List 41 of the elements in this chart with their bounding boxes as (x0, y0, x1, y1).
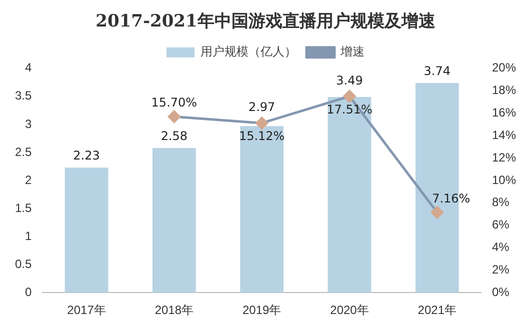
y2-tick-label: 14% (492, 128, 516, 142)
data-label: 2.23 (73, 148, 100, 163)
data-label: 7.16% (432, 191, 470, 206)
y2-tick-label: 2% (492, 262, 510, 276)
y-tick-label: 0 (24, 284, 32, 299)
x-tick-label: 2019年 (242, 303, 282, 318)
y2-tick-label: 0% (492, 284, 510, 299)
y-tick-label: 2.5 (14, 144, 32, 159)
y2-tick-label: 6% (492, 218, 510, 232)
y-tick-label: 2 (24, 172, 32, 187)
y2-tick-label: 20% (492, 60, 516, 75)
y2-tick-label: 12% (492, 150, 516, 164)
bar (328, 96, 372, 293)
x-tick-label: 2018年 (154, 303, 194, 318)
data-label: 17.51% (326, 102, 372, 116)
y-tick-label: 1.5 (14, 200, 32, 215)
y2-tick-label: 10% (492, 172, 516, 187)
data-label: 3.74 (424, 64, 451, 78)
x-tick-label: 2021年 (418, 303, 457, 318)
data-label: 2.58 (160, 129, 188, 144)
y2-tick-label: 18% (492, 83, 516, 98)
bar (152, 148, 196, 293)
chart-title: 2017-2021年中国游戏直播用户规模及增速 (96, 12, 436, 32)
y-tick-label: 4 (24, 60, 32, 75)
legend-label: 增速 (340, 44, 364, 59)
y2-tick-label: 4% (492, 240, 510, 254)
data-label: 15.12% (238, 129, 285, 144)
y-tick-label: 1 (24, 228, 32, 243)
y-tick-label: 0.5 (14, 256, 32, 271)
legend-label: 用户规模（亿人） (200, 44, 296, 59)
data-label: 3.49 (336, 73, 363, 88)
data-label: 2.97 (248, 100, 276, 114)
y-tick-label: 3 (24, 116, 32, 131)
x-tick-label: 2020年 (330, 303, 369, 318)
x-tick-label: 2017年 (67, 303, 106, 318)
y2-tick-label: 16% (492, 106, 516, 120)
y-tick-label: 3.5 (14, 88, 32, 103)
data-label: 15.70% (151, 96, 198, 110)
bar (64, 168, 108, 293)
y2-tick-label: 8% (492, 195, 510, 210)
bar (240, 126, 284, 293)
